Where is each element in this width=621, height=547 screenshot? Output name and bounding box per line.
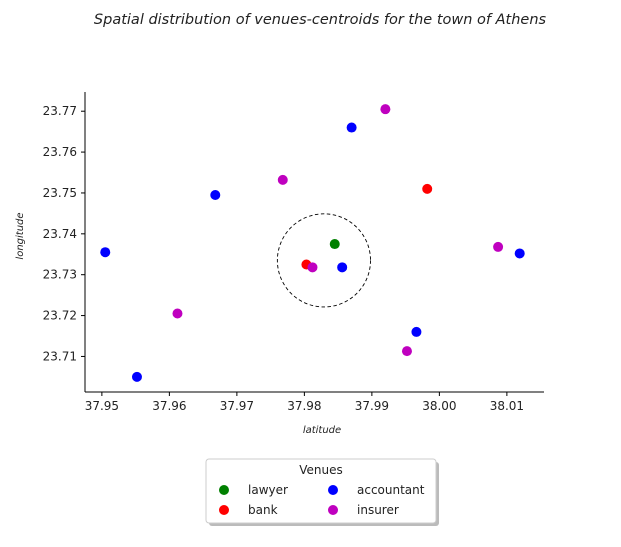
x-axis-ticks: 37.95 37.96 37.97 37.98 37.99 38.00 38.01: [85, 392, 524, 413]
x-tick-label: 37.99: [355, 399, 389, 413]
legend-label-lawyer: lawyer: [248, 483, 288, 497]
y-tick-label: 23.76: [43, 145, 77, 159]
plot-area: [100, 104, 525, 382]
y-tick-label: 23.73: [43, 268, 77, 282]
legend: Venues lawyer accountant bank insurer: [205, 458, 439, 526]
scatter-point-insurer: [493, 241, 504, 252]
legend-title: Venues: [299, 463, 343, 477]
chart-title: Spatial distribution of venues-centroids…: [94, 12, 547, 28]
legend-label-bank: bank: [248, 503, 278, 517]
y-tick-label: 23.72: [43, 309, 77, 323]
scatter-point-accountant: [337, 262, 348, 273]
y-axis-label: longitude: [15, 212, 26, 259]
y-tick-label: 23.75: [43, 186, 77, 200]
y-axis-ticks: 23.71 23.72 23.73 23.74 23.75 23.76 23.77: [43, 104, 85, 363]
x-tick-label: 38.00: [422, 399, 456, 413]
x-tick-label: 38.01: [490, 399, 524, 413]
scatter-point-accountant: [411, 326, 422, 337]
x-tick-label: 37.98: [287, 399, 321, 413]
scatter-point-accountant: [210, 189, 221, 200]
legend-marker-lawyer: [219, 485, 229, 495]
legend-label-accountant: accountant: [357, 483, 425, 497]
legend-marker-accountant: [328, 485, 338, 495]
scatter-point-insurer: [401, 346, 412, 357]
legend-marker-bank: [219, 505, 229, 515]
scatter-point-accountant: [131, 371, 142, 382]
legend-label-insurer: insurer: [357, 503, 399, 517]
scatter-point-insurer: [172, 308, 183, 319]
scatter-point-accountant: [100, 247, 111, 258]
scatter-point-lawyer: [329, 239, 340, 250]
x-tick-label: 37.96: [152, 399, 186, 413]
scatter-point-insurer: [307, 262, 318, 273]
highlight-circle: [276, 213, 371, 308]
y-tick-label: 23.74: [43, 227, 77, 241]
x-tick-label: 37.97: [220, 399, 254, 413]
scatter-point-accountant: [346, 122, 357, 133]
x-tick-label: 37.95: [85, 399, 119, 413]
legend-marker-insurer: [328, 505, 338, 515]
y-tick-label: 23.71: [43, 349, 77, 363]
y-tick-label: 23.77: [43, 104, 77, 118]
legend-frame: [205, 458, 437, 524]
x-axis-label: latitude: [303, 425, 341, 436]
scatter-point-insurer: [277, 174, 288, 185]
legend-items: lawyer accountant bank insurer: [219, 483, 425, 517]
scatter-point-insurer: [380, 104, 391, 115]
scatter-point-bank: [422, 183, 433, 194]
scatter-point-accountant: [514, 248, 525, 259]
